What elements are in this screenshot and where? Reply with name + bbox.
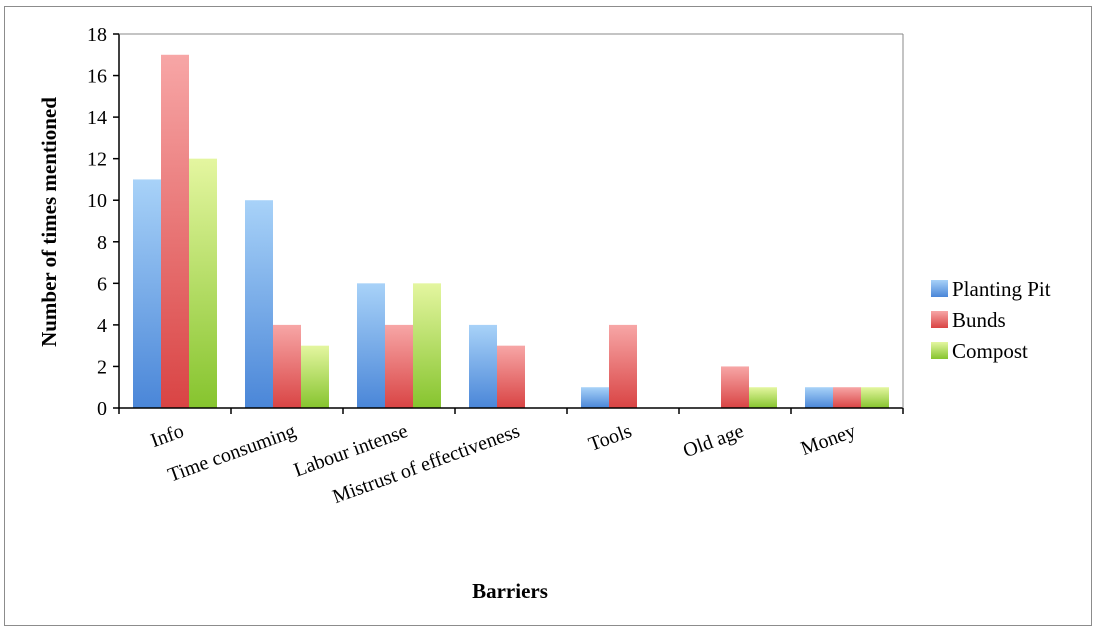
legend-swatch-compost: [931, 342, 948, 359]
bar-bunds-2: [385, 324, 413, 408]
x-tick-label: Money: [798, 420, 859, 460]
bar-bunds-6: [833, 387, 861, 408]
bar-bunds-5: [721, 366, 749, 408]
bar-bunds-3: [497, 345, 525, 408]
y-tick-label: 12: [87, 149, 107, 171]
y-tick-label: 8: [97, 232, 107, 254]
axes-layer: [113, 33, 904, 414]
y-tick-label: 4: [97, 315, 107, 337]
bar-planting-pit-3: [469, 324, 497, 408]
x-axis-title: Barriers: [472, 579, 548, 603]
x-tick-label: Info: [148, 420, 187, 452]
x-tick-label: Tools: [586, 420, 635, 456]
bar-compost-5: [749, 387, 777, 408]
bars-layer: [133, 54, 889, 409]
bar-compost-1: [301, 345, 329, 408]
bar-planting-pit-4: [581, 387, 609, 408]
bar-bunds-0: [161, 54, 189, 409]
bar-bunds-1: [273, 324, 301, 408]
legend-swatch-planting-pit: [931, 280, 948, 297]
y-tick-label: 14: [87, 107, 107, 129]
bar-planting-pit-2: [357, 283, 385, 408]
x-tick-label: Old age: [680, 420, 747, 462]
y-tick-label: 18: [87, 24, 107, 46]
legend-label-planting-pit: Planting Pit: [952, 277, 1051, 301]
bar-compost-0: [189, 158, 217, 408]
y-axis-title: Number of times mentioned: [37, 97, 61, 347]
y-tick-label: 0: [97, 398, 107, 420]
y-tick-label: 2: [97, 356, 107, 378]
y-tick-label: 6: [97, 273, 107, 295]
bar-compost-2: [413, 283, 441, 408]
y-tick-label: 10: [87, 190, 107, 212]
legend: Planting Pit Bunds Compost: [931, 277, 1051, 363]
bar-bunds-4: [609, 324, 637, 408]
x-tick-label: Mistrust of effectiveness: [330, 420, 523, 508]
bar-compost-6: [861, 387, 889, 408]
x-tick-label: Time consuming: [165, 420, 299, 487]
bar-planting-pit-1: [245, 200, 273, 408]
legend-swatch-bunds: [931, 311, 948, 328]
bar-planting-pit-0: [133, 179, 161, 408]
legend-label-bunds: Bunds: [952, 308, 1006, 332]
legend-label-compost: Compost: [952, 339, 1028, 363]
y-tick-label: 16: [87, 66, 107, 88]
bar-planting-pit-6: [805, 387, 833, 408]
